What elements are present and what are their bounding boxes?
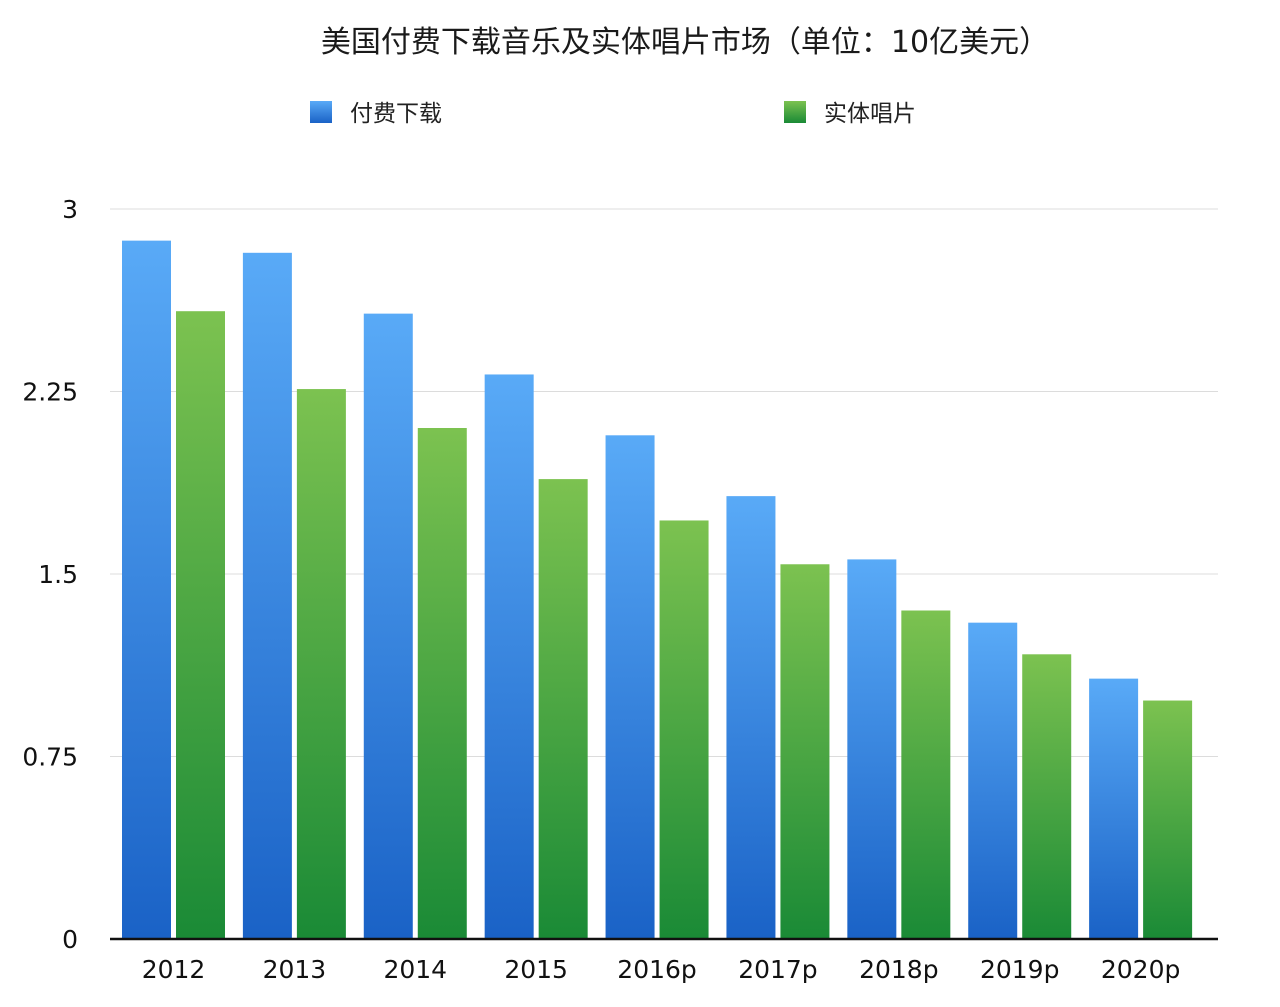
bar-paid-download-2015	[484, 374, 534, 939]
legend-swatch-paid-download	[310, 101, 332, 123]
bar-paid-download-2014	[363, 313, 413, 940]
x-tick-label-2013: 2013	[263, 955, 327, 984]
y-axis-ticks: 0 0.75 1.5 2.25 3	[22, 195, 78, 954]
x-tick-label-2020p: 2020p	[1101, 955, 1181, 984]
bar-paid-download-2012	[122, 240, 171, 940]
bar-paid-download-2016p	[605, 435, 655, 939]
bar-paid-download-2013	[242, 252, 292, 940]
x-tick-label-2016p: 2016p	[617, 955, 697, 984]
y-tick-label: 0	[62, 925, 78, 954]
chart-title: 美国付费下载音乐及实体唱片市场（单位：10亿美元）	[321, 25, 1049, 60]
bar-physical-record-2013	[296, 389, 346, 940]
legend-swatch-physical-record	[784, 101, 806, 123]
bar-paid-download-2020p	[1089, 678, 1139, 939]
bar-physical-record-2020p	[1143, 700, 1193, 939]
x-axis-ticks: 2012 2013 2014 2015 2016p 2017p 2018p 2019p 2020…	[142, 955, 1181, 984]
x-tick-label-2015: 2015	[504, 955, 568, 984]
bar-physical-record-2017p	[780, 564, 830, 939]
y-tick-label: 1.5	[38, 560, 78, 589]
bar-physical-record-2019p	[1022, 654, 1072, 939]
x-tick-label-2019p: 2019p	[980, 955, 1060, 984]
bar-physical-record-2012	[176, 311, 225, 939]
bar-physical-record-2016p	[659, 520, 709, 939]
bar-physical-record-2015	[538, 479, 588, 939]
y-tick-label: 0.75	[22, 743, 78, 772]
x-tick-label-2014: 2014	[383, 955, 447, 984]
bar-physical-record-2018p	[901, 610, 951, 939]
bar-physical-record-2014	[417, 428, 467, 939]
y-tick-label: 2.25	[22, 378, 78, 407]
legend-label-paid-download: 付费下载	[350, 101, 442, 127]
y-tick-label: 3	[62, 195, 78, 224]
bar-paid-download-2019p	[968, 622, 1018, 939]
bars	[122, 240, 1193, 940]
legend-label-physical-record: 实体唱片	[824, 101, 916, 127]
x-tick-label-2018p: 2018p	[859, 955, 939, 984]
bar-paid-download-2018p	[847, 559, 897, 939]
x-tick-label-2012: 2012	[142, 955, 206, 984]
bar-paid-download-2017p	[726, 496, 776, 939]
x-tick-label-2017p: 2017p	[738, 955, 818, 984]
legend: 付费下载 实体唱片	[310, 101, 916, 127]
